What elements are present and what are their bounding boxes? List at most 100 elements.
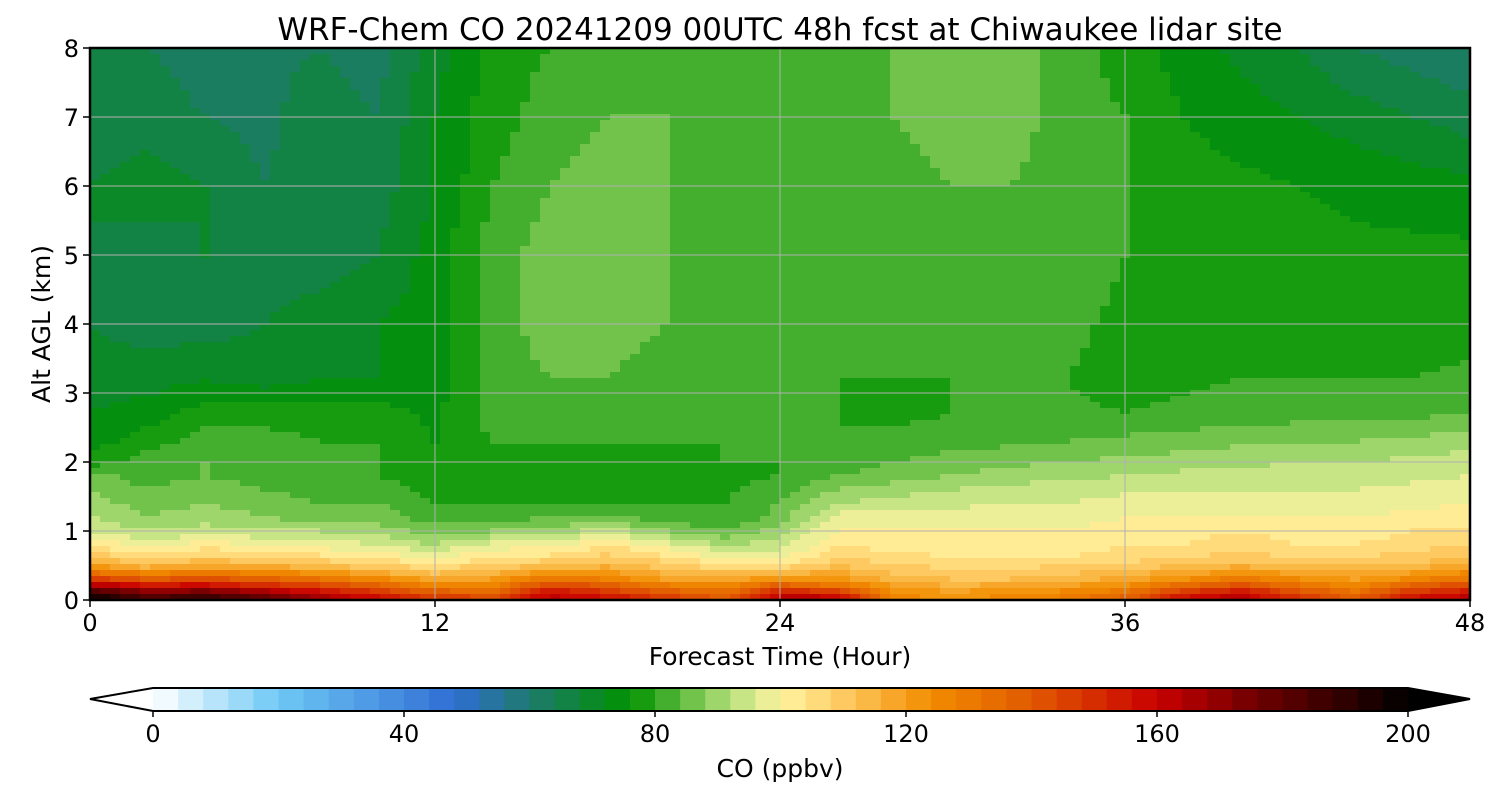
heatmap-cell [310,222,321,229]
heatmap-cell [1080,204,1091,211]
heatmap-cell [1230,144,1241,151]
heatmap-cell [1240,210,1251,217]
heatmap-cell [220,222,231,229]
heatmap-cell [120,150,131,157]
heatmap-cell [1370,72,1381,79]
heatmap-cell [180,258,191,265]
heatmap-cell [1360,96,1371,103]
heatmap-cell [240,90,251,97]
heatmap-cell [640,126,651,133]
heatmap-cell [700,126,711,133]
heatmap-cell [1270,48,1281,55]
heatmap-cell [1040,192,1051,199]
heatmap-cell [510,66,521,73]
heatmap-cell [1280,174,1291,181]
heatmap-cell [1140,192,1151,199]
heatmap-cell [1160,60,1171,67]
heatmap-cell [1180,66,1191,73]
heatmap-cell [1030,204,1041,211]
heatmap-cell [1040,108,1051,115]
heatmap-cell [1150,66,1161,73]
heatmap-cell [1040,138,1051,145]
heatmap-cell [1320,78,1331,85]
heatmap-cell [160,54,171,61]
heatmap-cell [1010,180,1021,187]
heatmap-cell [640,54,651,61]
heatmap-cell [460,156,471,163]
heatmap-cell [930,72,941,79]
heatmap-cell [770,168,781,175]
heatmap-cell [930,210,941,217]
heatmap-cell [1040,150,1051,157]
heatmap-cell [1440,216,1451,223]
heatmap-cell [1440,72,1451,79]
heatmap-cell [590,186,601,193]
heatmap-cell [540,192,551,199]
heatmap-cell [870,228,881,235]
heatmap-cell [1300,108,1311,115]
heatmap-cell [390,216,401,223]
heatmap-cell [120,78,131,85]
heatmap-cell [1110,186,1121,193]
heatmap-cell [740,210,751,217]
heatmap-cell [1260,204,1271,211]
heatmap-cell [970,132,981,139]
heatmap-cell [1250,90,1261,97]
heatmap-cell [1380,138,1391,145]
heatmap-cell [1040,90,1051,97]
heatmap-cell [910,210,921,217]
heatmap-cell [450,204,461,211]
heatmap-cell [1160,174,1171,181]
heatmap-cell [330,90,341,97]
heatmap-cell [1150,246,1161,253]
heatmap-cell [990,102,1001,109]
heatmap-cell [310,204,321,211]
heatmap-cell [750,96,761,103]
heatmap-cell [1340,156,1351,163]
heatmap-cell [400,78,411,85]
heatmap-cell [810,228,821,235]
heatmap-cell [370,204,381,211]
heatmap-cell [1290,210,1301,217]
heatmap-cell [1460,96,1471,103]
heatmap-cell [230,48,241,55]
heatmap-cell [450,216,461,223]
heatmap-cell [400,90,411,97]
heatmap-cell [790,156,801,163]
heatmap-cell [410,126,421,133]
heatmap-cell [740,120,751,127]
heatmap-cell [120,72,131,79]
heatmap-cell [920,102,931,109]
heatmap-cell [160,102,171,109]
heatmap-cell [670,258,681,265]
heatmap-cell [690,246,701,253]
heatmap-cell [220,84,231,91]
heatmap-cell [980,84,991,91]
heatmap-cell [580,84,591,91]
heatmap-cell [1430,84,1441,91]
heatmap-cell [1090,168,1101,175]
heatmap-cell [170,246,181,253]
heatmap-cell [1310,186,1321,193]
heatmap-cell [1450,54,1461,61]
heatmap-cell [140,96,151,103]
heatmap-cell [370,222,381,229]
heatmap-cell [170,102,181,109]
heatmap-cell [1390,120,1401,127]
heatmap-cell [990,96,1001,103]
heatmap-cell [200,222,211,229]
heatmap-cell [1200,246,1211,253]
heatmap-cell [820,48,831,55]
heatmap-cell [760,162,771,169]
heatmap-cell [370,228,381,235]
heatmap-cell [180,72,191,79]
heatmap-cell [560,72,571,79]
heatmap-cell [500,186,511,193]
heatmap-cell [630,84,641,91]
heatmap-cell [630,66,641,73]
heatmap-cell [1110,168,1121,175]
heatmap-cell [1420,96,1431,103]
heatmap-cell [370,198,381,205]
heatmap-cell [330,264,341,271]
heatmap-cell [1200,102,1211,109]
